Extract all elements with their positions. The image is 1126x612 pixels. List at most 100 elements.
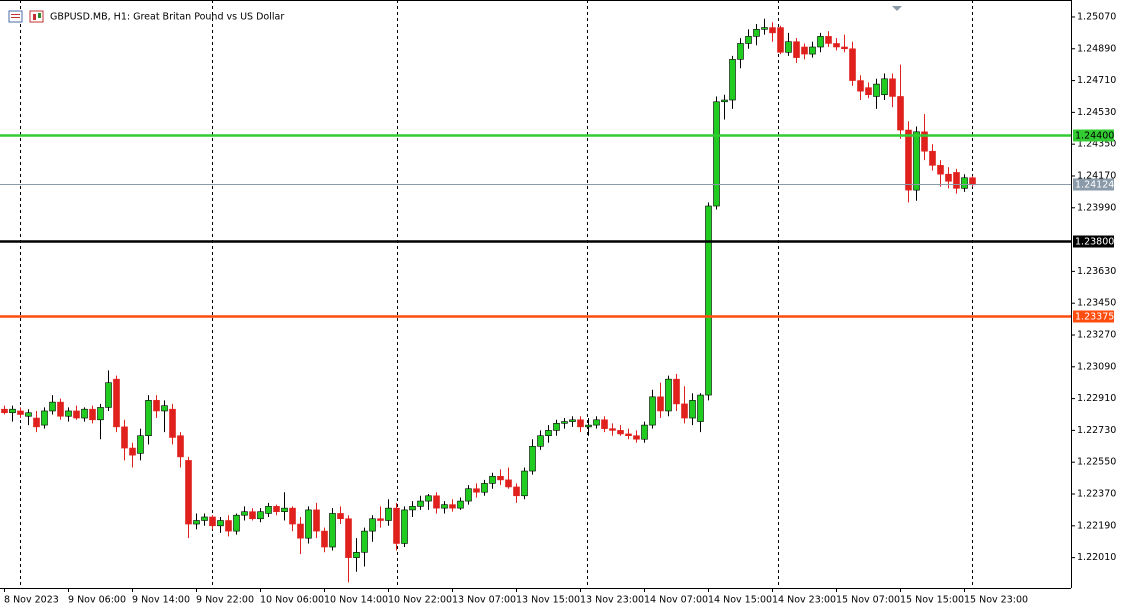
y-tick-label: 1.25070: [1077, 11, 1116, 22]
candle-body: [697, 394, 704, 422]
candle-body: [833, 43, 840, 48]
candle-body: [761, 27, 768, 30]
candle-body: [345, 518, 352, 558]
candle-body: [433, 495, 440, 509]
y-tick-label: 1.24530: [1077, 107, 1116, 118]
price-label-box: [1073, 178, 1114, 191]
candle-body: [617, 430, 624, 435]
candle-body: [105, 382, 112, 408]
candle-body: [401, 509, 408, 544]
candle-body: [489, 476, 496, 484]
y-tick-label: 1.22730: [1077, 425, 1116, 436]
price-label: 1.24400: [1075, 131, 1114, 142]
candle-body: [473, 488, 480, 493]
x-tick-label: 13 Nov 07:00: [452, 595, 516, 606]
y-tick-label: 1.23630: [1077, 266, 1116, 277]
candle-body: [465, 488, 472, 502]
icon-part: [33, 14, 36, 20]
candle-body: [225, 520, 232, 532]
shift-marker: [892, 6, 902, 11]
candle-body: [313, 509, 320, 532]
y-tick-label: 1.23450: [1077, 298, 1116, 309]
candle-body: [561, 421, 568, 424]
candle-body: [857, 80, 864, 92]
x-tick-label: 10 Nov 22:00: [388, 595, 452, 606]
candle-body: [249, 511, 256, 520]
candle-body: [849, 48, 856, 81]
x-tick-label: 15 Nov 23:00: [964, 595, 1028, 606]
x-tick-label: 14 Nov 15:00: [708, 595, 772, 606]
candle-body: [281, 507, 288, 512]
candle-body: [329, 513, 336, 548]
candle-body: [873, 83, 880, 97]
y-tick-label: 1.22910: [1077, 393, 1116, 404]
x-tick-label: 14 Nov 07:00: [644, 595, 708, 606]
candle-body: [609, 428, 616, 431]
chart-title: GBPUSD.MB, H1: Great Britan Pound vs US …: [50, 12, 284, 23]
candle-body: [393, 507, 400, 544]
y-tick-label: 1.23270: [1077, 329, 1116, 340]
candle-body: [681, 403, 688, 419]
price-label: 1.23800: [1075, 237, 1114, 248]
candle-body: [593, 419, 600, 426]
candle-body: [809, 46, 816, 55]
candle-body: [945, 173, 952, 182]
price-label-box: [1073, 235, 1114, 248]
y-tick-label: 1.22550: [1077, 457, 1116, 468]
candle-body: [673, 378, 680, 405]
candle-body: [497, 476, 504, 481]
x-tick-label: 10 Nov 14:00: [324, 595, 388, 606]
candle-body: [577, 419, 584, 428]
candle-body: [657, 396, 664, 412]
candle-body: [553, 423, 560, 431]
x-tick-label: 14 Nov 23:00: [772, 595, 836, 606]
candle-body: [305, 509, 312, 539]
candle-body: [969, 177, 976, 186]
x-tick-label: 9 Nov 06:00: [68, 595, 126, 606]
x-tick-label: 15 Nov 07:00: [836, 595, 900, 606]
candle-body: [137, 435, 144, 454]
y-tick-label: 1.22190: [1077, 520, 1116, 531]
candle-body: [361, 530, 368, 553]
price-label-box: [1073, 129, 1114, 142]
candle-body: [41, 410, 48, 426]
candle-body: [825, 36, 832, 44]
x-tick-label: 15 Nov 15:00: [900, 595, 964, 606]
candle-body: [729, 59, 736, 101]
candle-body: [753, 29, 760, 37]
candle-body: [449, 504, 456, 509]
candle-body: [65, 410, 72, 417]
candle-body: [545, 430, 552, 436]
candle-body: [49, 401, 56, 412]
x-tick-label: 8 Nov 2023: [4, 595, 59, 606]
candle-body: [505, 479, 512, 488]
candle-body: [177, 435, 184, 458]
candle-body: [713, 101, 720, 207]
candle-body: [529, 446, 536, 472]
candle-body: [929, 150, 936, 166]
price-label: 1.24124: [1075, 180, 1114, 191]
candle-body: [257, 511, 264, 520]
candle-body: [641, 424, 648, 440]
candle-body: [145, 400, 152, 436]
x-tick-label: 9 Nov 14:00: [132, 595, 190, 606]
x-tick-label: 13 Nov 15:00: [516, 595, 580, 606]
candle-body: [9, 408, 16, 414]
candle-body: [649, 396, 656, 426]
candle-body: [689, 400, 696, 419]
y-tick-label: 1.22370: [1077, 489, 1116, 500]
candle-body: [321, 530, 328, 548]
x-tick-label: 9 Nov 22:00: [196, 595, 254, 606]
candle-body: [585, 424, 592, 428]
price-label-box: [1073, 310, 1114, 323]
candle-body: [793, 41, 800, 58]
candle-body: [369, 518, 376, 532]
candle-body: [209, 516, 216, 527]
candle-body: [817, 36, 824, 48]
candle-body: [73, 410, 80, 419]
candle-body: [241, 511, 248, 516]
y-tick-label: 1.23990: [1077, 202, 1116, 213]
candle-body: [161, 405, 168, 412]
